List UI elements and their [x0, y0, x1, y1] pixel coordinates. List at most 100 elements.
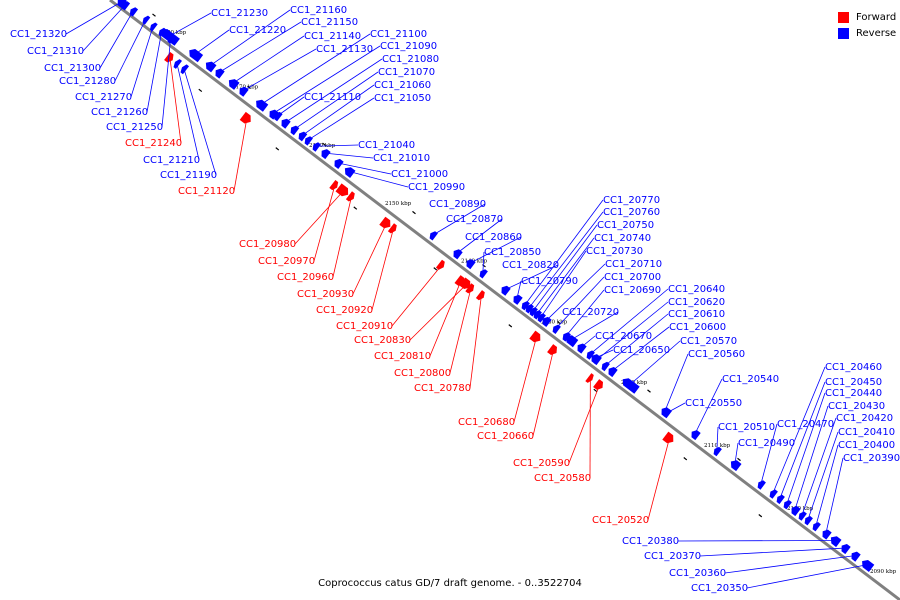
gene-leader-line: [194, 29, 230, 55]
gene-leader-line: [469, 295, 482, 389]
gene-leader-line: [469, 236, 522, 264]
gene-leader-line: [664, 353, 689, 412]
gene-arrow: [344, 167, 356, 178]
gene-leader-line: [324, 152, 374, 159]
gene-leader-line: [130, 26, 154, 98]
gene-label: CC1_21230: [211, 8, 268, 19]
gene-label: CC1_21090: [380, 41, 437, 52]
gene-label: CC1_20450: [825, 377, 882, 388]
gene-label: CC1_20920: [316, 305, 373, 316]
gene-arrow: [465, 283, 475, 294]
small-feature-mark: [433, 267, 438, 271]
small-feature-mark: [508, 324, 513, 328]
gene-arrow: [804, 516, 813, 526]
gene-label: CC1_21060: [374, 80, 431, 91]
gene-arrow: [552, 324, 561, 334]
gene-leader-line: [794, 405, 829, 511]
gene-leader-line: [482, 251, 485, 274]
gene-arrow: [239, 111, 251, 124]
gene-leader-line: [65, 1, 122, 35]
gene-leader-line: [301, 84, 375, 136]
gene-leader-line: [284, 58, 383, 124]
gene-label: CC1_20580: [534, 473, 591, 484]
gene-label: CC1_20850: [484, 247, 541, 258]
gene-arrow: [454, 275, 465, 286]
kbp-tick-label: 2180 kbp: [160, 30, 187, 36]
gene-label: CC1_20740: [594, 233, 651, 244]
gene-label: CC1_20720: [562, 307, 619, 318]
gene-leader-line: [532, 350, 554, 437]
gene-leader-line: [169, 58, 182, 144]
gene-leader-line: [760, 423, 778, 485]
gene-arrow: [662, 431, 674, 444]
gene-label: CC1_20420: [836, 413, 893, 424]
gene-arrow: [329, 180, 339, 191]
gene-leader-line: [391, 265, 442, 327]
gene-label: CC1_20960: [277, 272, 334, 283]
gene-arrow: [830, 536, 842, 548]
gene-arrows: [117, 0, 875, 572]
small-feature-mark: [353, 206, 358, 210]
gene-leader-line: [99, 11, 134, 69]
gene-label: CC1_20390: [843, 453, 900, 464]
gene-leader-line: [786, 392, 826, 505]
gene-leader-line: [716, 426, 719, 451]
gene-leader-line: [242, 48, 317, 92]
gene-leader-line: [807, 431, 839, 521]
gene-arrow: [312, 142, 321, 152]
gene-arrow: [529, 307, 538, 317]
gene-label: CC1_20520: [592, 515, 649, 526]
gene-label: CC1_20510: [718, 422, 775, 433]
gene-leader-line: [456, 218, 503, 254]
gene-arrow: [841, 544, 851, 555]
gene-leader-line: [260, 33, 371, 105]
legend-reverse-label: Reverse: [856, 27, 897, 39]
gene-label: CC1_21310: [27, 46, 84, 57]
gene-leader-line: [801, 417, 837, 516]
gene-arrow: [189, 49, 204, 63]
gene-arrow: [479, 269, 488, 279]
gene-leader-line: [82, 4, 126, 52]
gene-arrow: [757, 480, 766, 490]
gene-leader-line: [611, 326, 670, 372]
gene-leader-line: [594, 349, 614, 359]
label-leaders: [65, 1, 867, 589]
gene-label: CC1_21070: [378, 67, 435, 78]
gene-arrow: [525, 304, 534, 314]
gene-label: CC1_21300: [44, 63, 101, 74]
gene-arrow: [475, 290, 485, 301]
gene-label: CC1_21190: [160, 170, 217, 181]
gene-label: CC1_20800: [394, 368, 451, 379]
gene-leader-line: [371, 228, 394, 311]
gene-arrow: [547, 344, 557, 355]
forward-swatch: [838, 11, 849, 23]
gene-arrow: [256, 99, 269, 112]
gene-leader-line: [825, 457, 844, 534]
gene-arrow: [215, 68, 225, 79]
gene-arrow: [513, 294, 523, 305]
gene-arrow: [149, 22, 158, 32]
gene-label: CC1_20620: [668, 297, 725, 308]
gene-leader-line: [293, 71, 379, 130]
gene-label: CC1_20930: [297, 289, 354, 300]
gene-label: CC1_20830: [354, 335, 411, 346]
gene-label: CC1_20600: [669, 322, 726, 333]
gene-leader-line: [233, 118, 248, 192]
legend: Forward Reverse: [838, 9, 896, 41]
gene-arrow: [173, 59, 182, 69]
gene-arrow: [622, 378, 640, 394]
gene-arrow: [776, 494, 785, 505]
gene-arrow: [435, 259, 445, 270]
gene-label: CC1_20540: [722, 374, 779, 385]
gene-arrow: [601, 361, 610, 372]
gene-arrow: [335, 183, 349, 197]
gene-leader-line: [294, 190, 344, 245]
gene-leader-line: [604, 313, 669, 367]
gene-label: CC1_20590: [513, 458, 570, 469]
gene-arrow: [321, 149, 331, 160]
gene-label: CC1_20970: [258, 256, 315, 267]
small-feature-mark: [593, 388, 598, 393]
gene-leader-line: [555, 276, 605, 329]
gene-arrow: [783, 500, 792, 510]
gene-label: CC1_20770: [603, 195, 660, 206]
